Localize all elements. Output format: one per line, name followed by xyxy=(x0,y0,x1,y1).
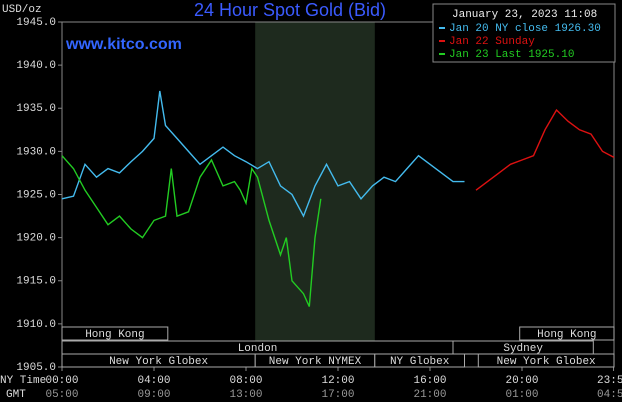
session-box xyxy=(61,326,169,341)
y-tick-label: 1930.0 xyxy=(16,146,56,158)
y-tick-label: 1915.0 xyxy=(16,276,56,288)
session-label: Sydney xyxy=(503,343,543,355)
x2-tick-label: 21:00 xyxy=(413,389,446,401)
timestamp: January 23, 2023 11:08 xyxy=(452,9,597,21)
x-tick-label: 20:00 xyxy=(505,375,538,387)
x-tick-label: 16:00 xyxy=(413,375,446,387)
session-label: New York Globex xyxy=(497,356,596,368)
y-tick-label: 1925.0 xyxy=(16,189,56,201)
series-line xyxy=(61,155,322,307)
session-box xyxy=(477,353,615,368)
y-tick-label: 1940.0 xyxy=(16,60,56,72)
legend-box xyxy=(432,3,616,63)
legend-label: Jan 23 Last 1925.10 xyxy=(449,49,574,61)
series-line xyxy=(61,90,465,218)
x-axis-label: NY Time xyxy=(0,375,46,387)
y-tick-label: 1910.0 xyxy=(16,319,56,331)
session-label: New York Globex xyxy=(109,356,208,368)
x-tick-label: 23:59 xyxy=(597,375,622,387)
x2-tick-label: 01:00 xyxy=(505,389,538,401)
nymex-shade xyxy=(255,22,375,367)
x-tick-label: 12:00 xyxy=(321,375,354,387)
series-line xyxy=(475,108,615,191)
x2-tick-label: 05:00 xyxy=(45,389,78,401)
x-tick-label: 08:00 xyxy=(229,375,262,387)
y-tick-label: 1945.0 xyxy=(16,17,56,29)
session-label: Hong Kong xyxy=(537,329,596,341)
x2-axis-label: GMT xyxy=(6,389,26,401)
session-label: NY Globex xyxy=(390,356,450,368)
x2-tick-label: 09:00 xyxy=(137,389,170,401)
y-tick-label: 1935.0 xyxy=(16,103,56,115)
session-box xyxy=(519,326,615,341)
x2-tick-label: 13:00 xyxy=(229,389,262,401)
x2-tick-label: 04:59 xyxy=(597,389,622,401)
legend-label: Jan 20 NY close 1926.30 xyxy=(449,23,601,35)
session-label: Hong Kong xyxy=(85,329,144,341)
session-label: New York NYMEX xyxy=(269,356,362,368)
y-tick-label: 1920.0 xyxy=(16,233,56,245)
session-box xyxy=(374,353,465,368)
y-unit: USD/oz xyxy=(2,4,42,16)
watermark: www.kitco.com xyxy=(65,36,182,53)
x-tick-label: 00:00 xyxy=(45,375,78,387)
x-tick-label: 04:00 xyxy=(137,375,170,387)
session-label: London xyxy=(238,343,278,355)
x2-tick-label: 17:00 xyxy=(321,389,354,401)
legend-label: Jan 22 Sunday xyxy=(449,36,535,48)
y-tick-label: 1905.0 xyxy=(16,362,56,374)
chart-title: 24 Hour Spot Gold (Bid) xyxy=(194,0,386,20)
